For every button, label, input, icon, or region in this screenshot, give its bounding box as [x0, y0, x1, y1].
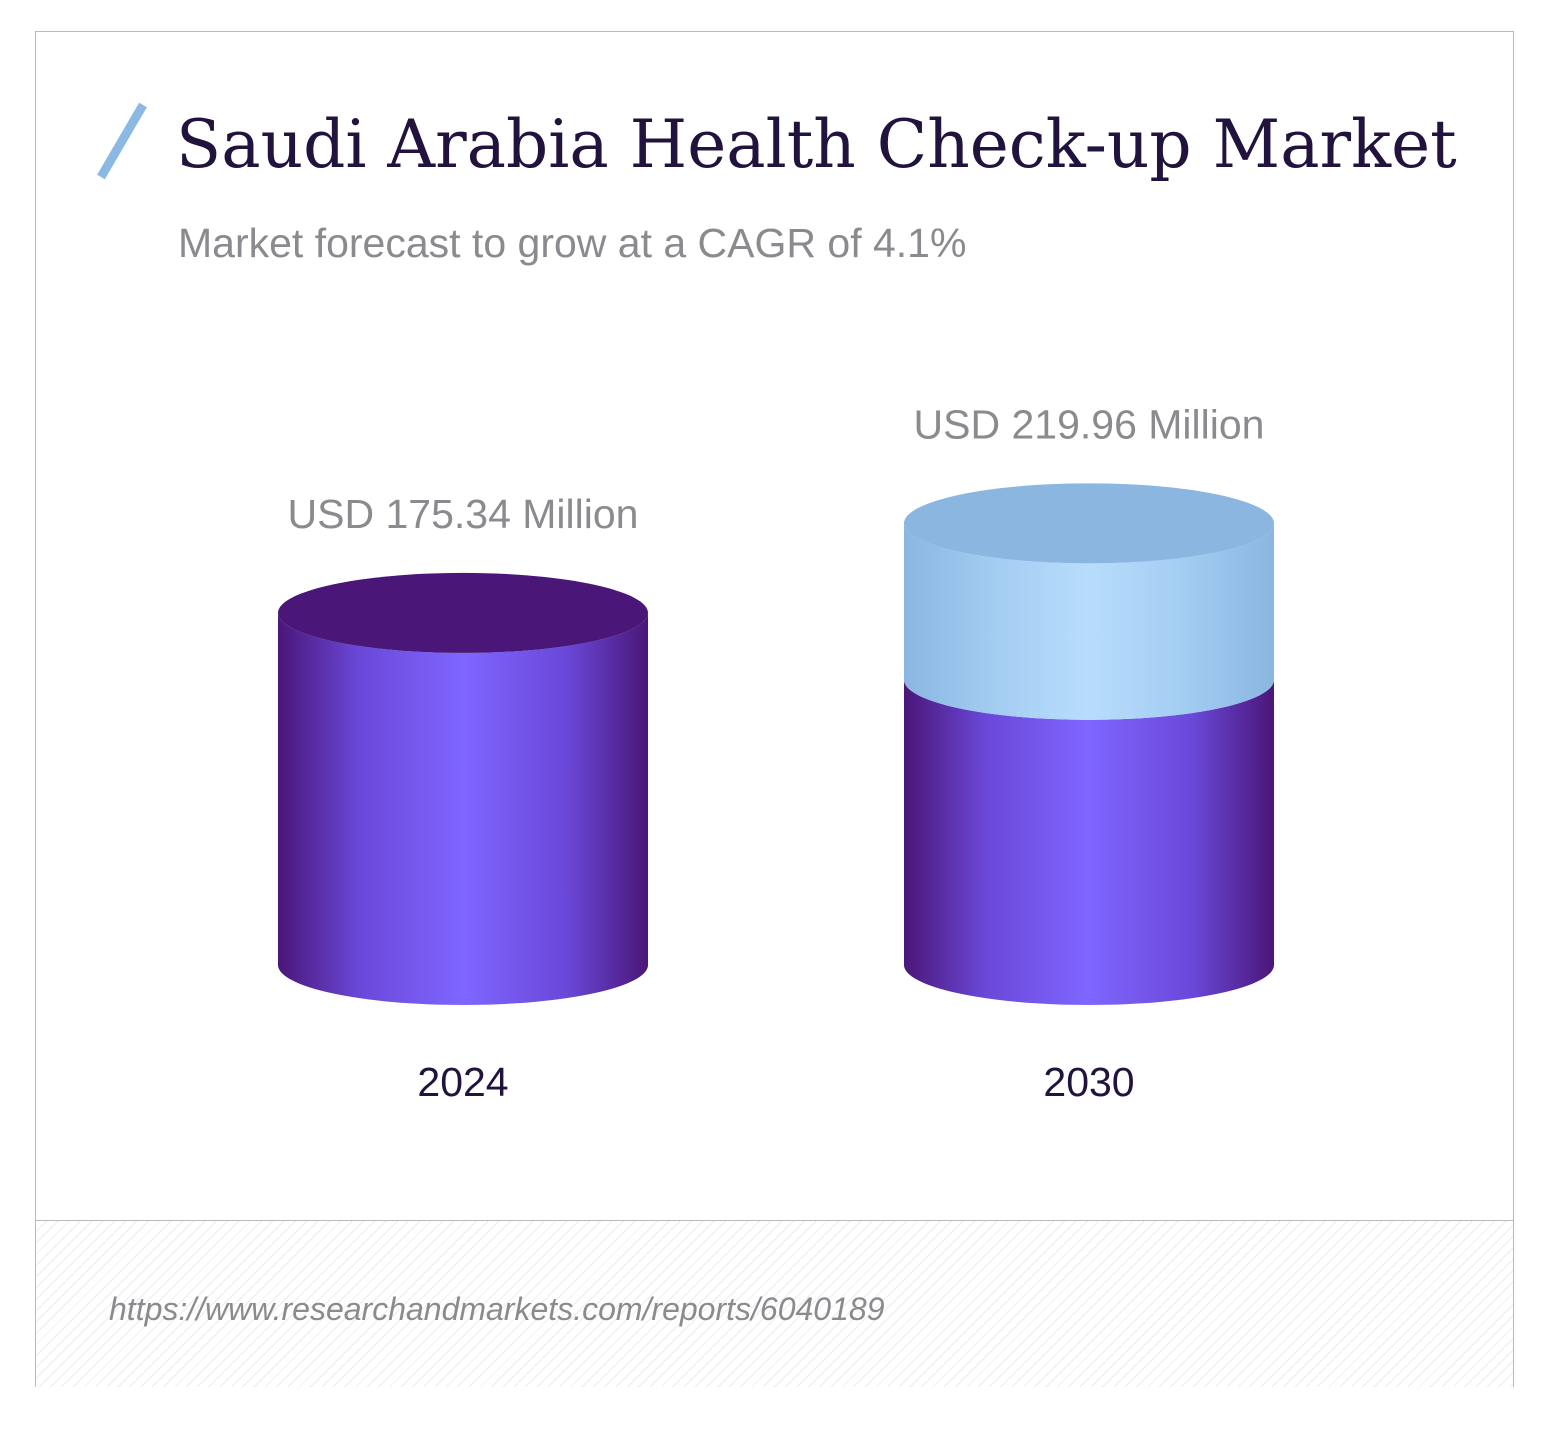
- category-label-2030: 2030: [1043, 1059, 1134, 1105]
- category-label-2024: 2024: [417, 1059, 508, 1105]
- value-label-2030: USD 219.96 Million: [914, 401, 1265, 447]
- bar-top-2030: [904, 483, 1274, 564]
- cylinder-bar-2030: [904, 483, 1274, 1005]
- bar-base-segment-2030: [904, 679, 1274, 1005]
- source-url: https://www.researchandmarkets.com/repor…: [109, 1291, 885, 1327]
- bar-top-2024: [278, 572, 648, 653]
- chart-subtitle: Market forecast to grow at a CAGR of 4.1…: [178, 220, 967, 266]
- bar-body-2024: [278, 612, 648, 1005]
- footer-source-bar: https://www.researchandmarkets.com/repor…: [36, 1220, 1513, 1387]
- accent-slash-icon: [97, 102, 147, 180]
- value-label-2024: USD 175.34 Million: [288, 491, 639, 537]
- chart-title: Saudi Arabia Health Check-up Market: [176, 106, 1457, 183]
- bar-growth-segment-2030: [904, 523, 1274, 720]
- cylinder-bar-2024: [278, 572, 648, 1005]
